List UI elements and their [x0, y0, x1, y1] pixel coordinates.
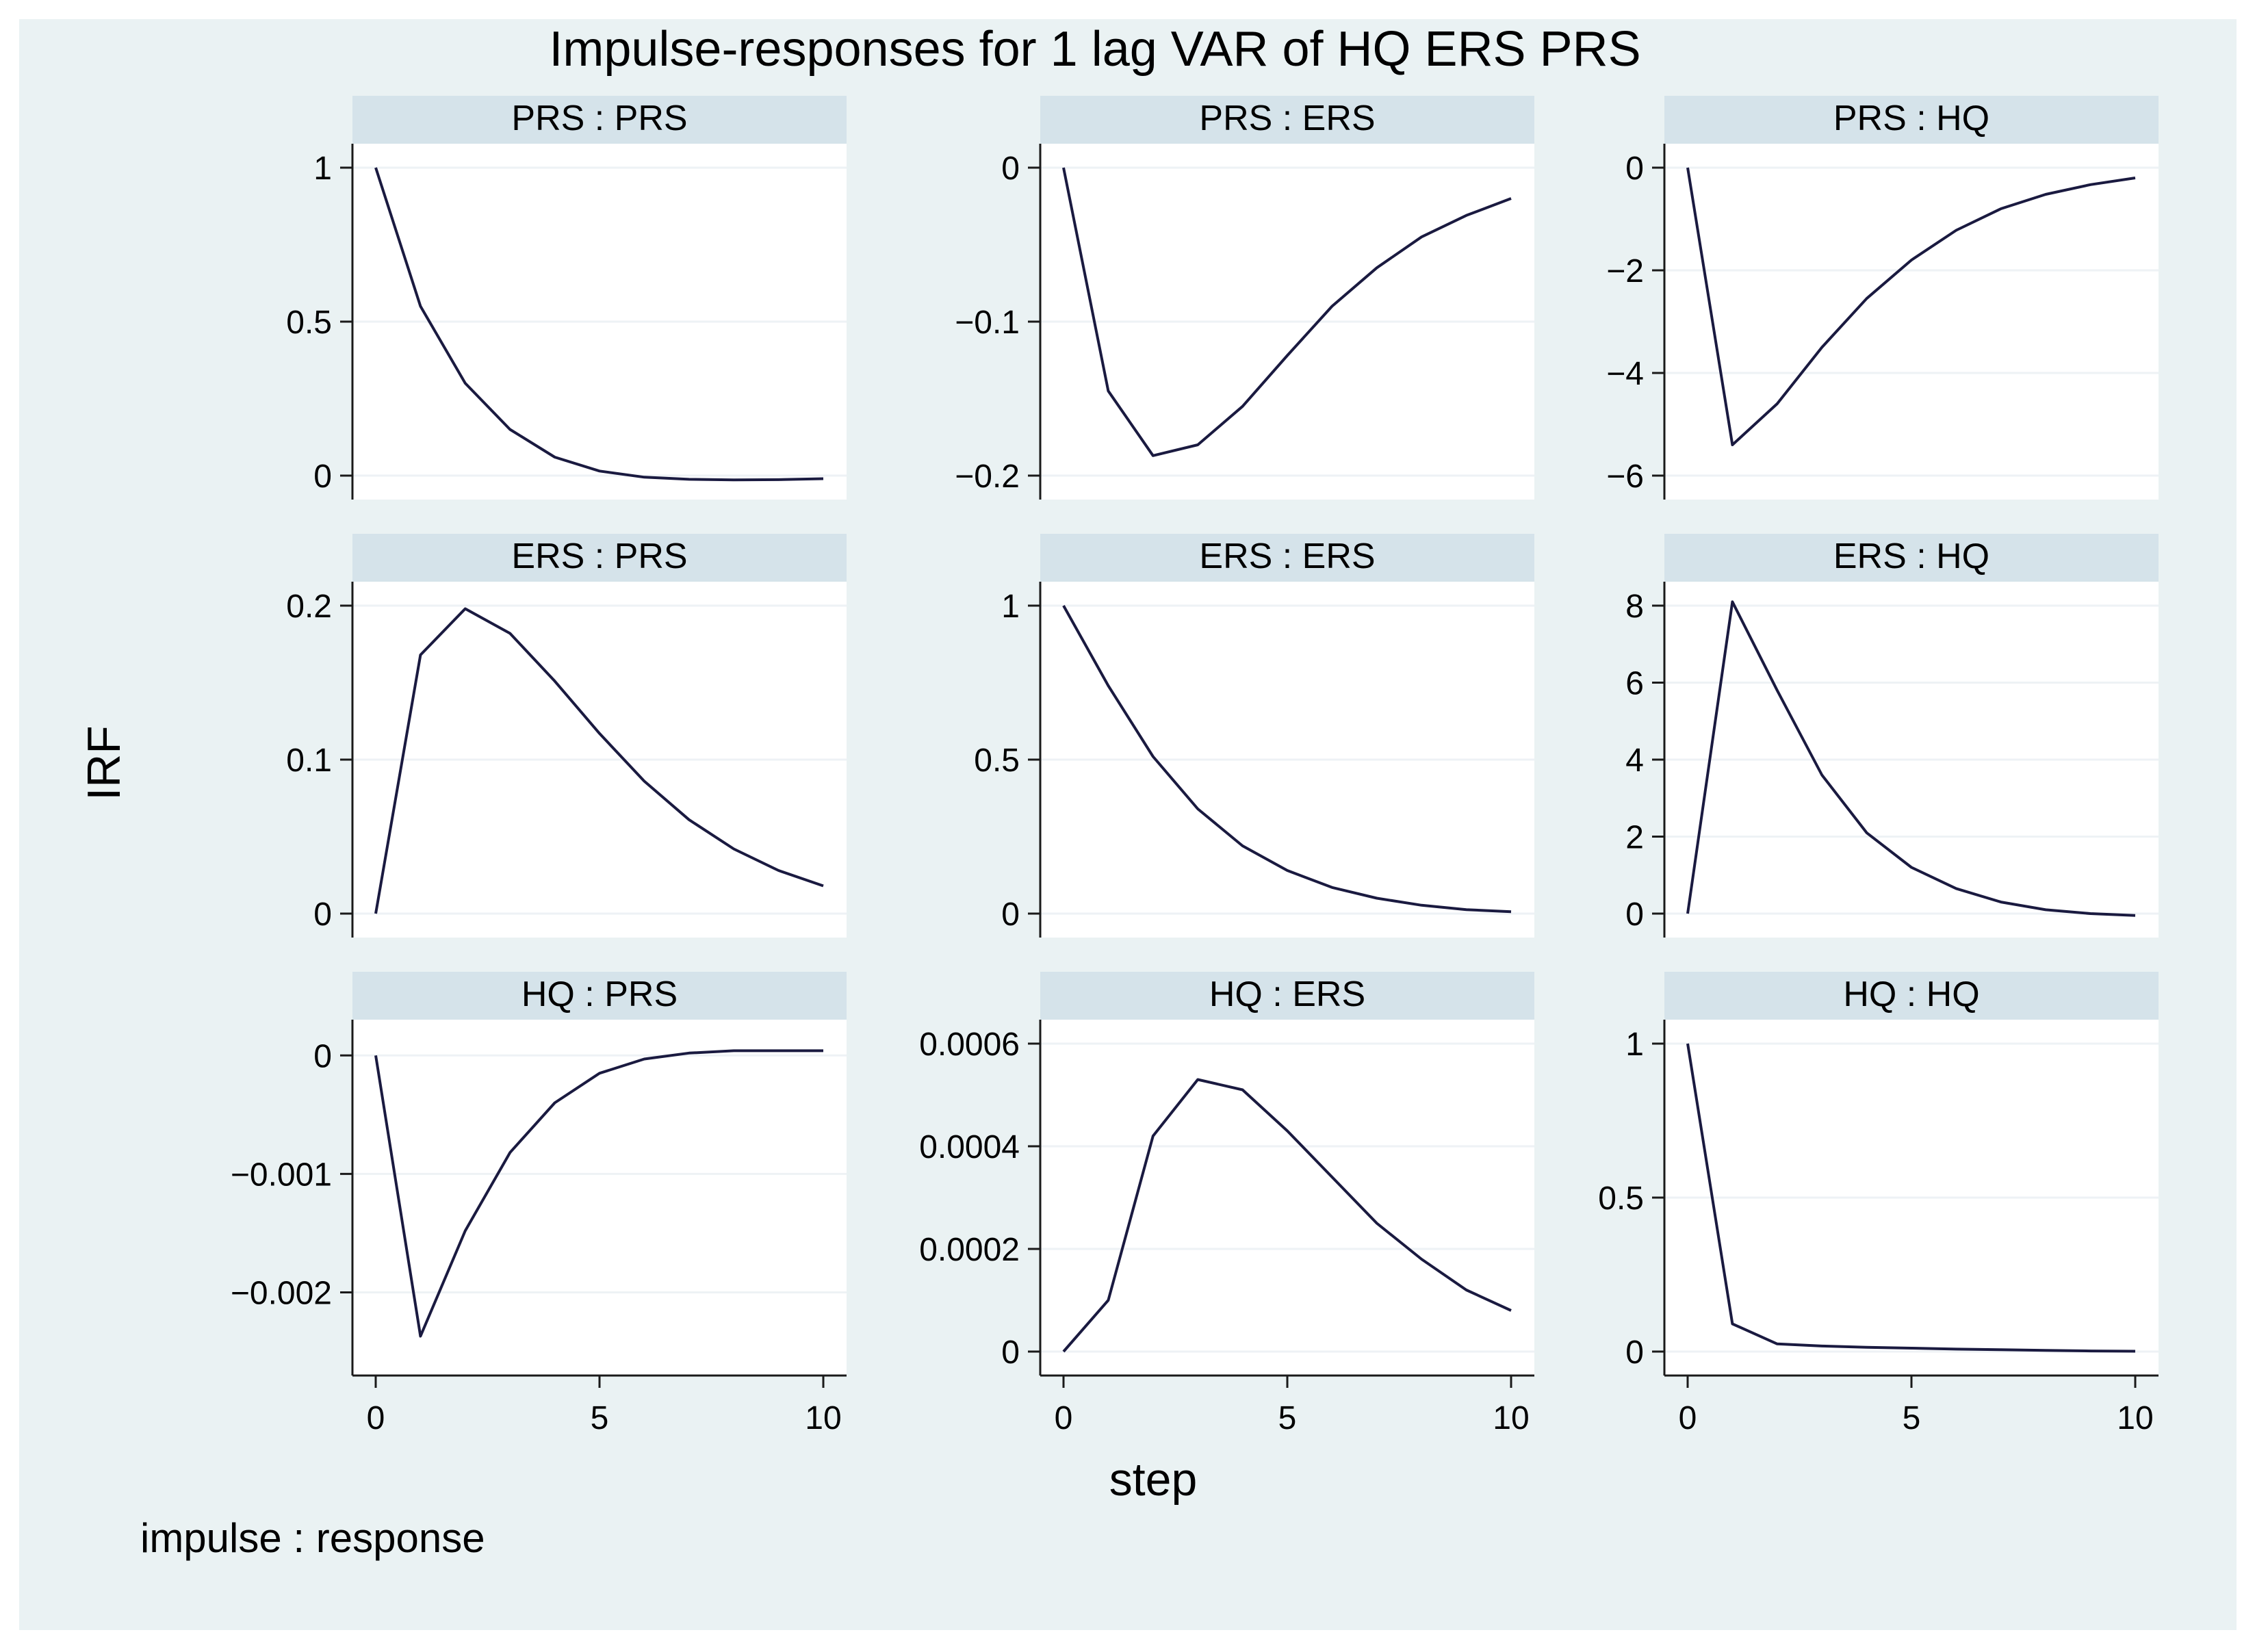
- panel-header: [1040, 972, 1534, 1020]
- panel-title: PRS : PRS: [511, 99, 687, 138]
- panel-hq-prs: HQ : PRS −0.002 −0.001 0 0 5 10: [231, 972, 847, 1436]
- figure-title: Impulse-responses for 1 lag VAR of HQ ER…: [549, 22, 1640, 77]
- panel-header: [1664, 972, 2159, 1020]
- y-tick-label: 0: [313, 459, 332, 495]
- y-tick-label: 1: [1625, 1027, 1644, 1063]
- x-axis-label: step: [1109, 1454, 1198, 1506]
- impulse-response-note: impulse : response: [140, 1515, 485, 1561]
- y-tick-label: −0.2: [955, 459, 1020, 495]
- y-tick-label: 8: [1625, 589, 1644, 625]
- panel-prs-ers: PRS : ERS −0.2 −0.1 0: [955, 96, 1534, 500]
- panel-title: ERS : HQ: [1833, 537, 1989, 576]
- panel-hq-ers: HQ : ERS 0 0.0002 0.0004 0.0006 0 5 10: [919, 972, 1534, 1436]
- y-tick-label: 0: [1001, 896, 1020, 933]
- y-tick-label: 0.0006: [919, 1027, 1020, 1063]
- panel-title: HQ : HQ: [1843, 975, 1979, 1014]
- y-tick-label: 0: [313, 1038, 332, 1074]
- panel-title: PRS : ERS: [1199, 99, 1375, 138]
- panel-header: [1664, 534, 2159, 582]
- panel-header: [352, 972, 847, 1020]
- irf-line: [1686, 167, 2136, 446]
- panel-header: [1040, 534, 1534, 582]
- irf-line: [1062, 605, 1512, 914]
- irf-line: [374, 607, 824, 914]
- panel-header: [352, 534, 847, 582]
- x-tick-label: 5: [1903, 1400, 1921, 1436]
- irf-line: [1062, 167, 1512, 457]
- y-tick-label: 0: [1001, 151, 1020, 187]
- irf-line: [1686, 1043, 2136, 1353]
- x-tick-label: 10: [1493, 1400, 1529, 1436]
- y-tick-label: 6: [1625, 666, 1644, 702]
- irf-line: [1062, 1078, 1512, 1353]
- y-tick-label: 0: [1625, 151, 1644, 187]
- y-tick-label: −0.1: [955, 305, 1020, 341]
- y-tick-label: 0.0004: [919, 1129, 1020, 1165]
- y-tick-label: 0: [1625, 896, 1644, 933]
- x-tick-label: 5: [1278, 1400, 1297, 1436]
- y-axis-label: IRF: [78, 725, 130, 801]
- y-tick-label: 1: [313, 151, 332, 187]
- y-tick-label: 2: [1625, 820, 1644, 856]
- panel-header: [352, 96, 847, 144]
- y-tick-label: 0: [1625, 1334, 1644, 1371]
- y-tick-label: 0.5: [286, 305, 332, 341]
- x-tick-label: 10: [2117, 1400, 2153, 1436]
- plot-area: [1664, 144, 2159, 500]
- panel-prs-prs: PRS : PRS 0 0.5 1: [286, 96, 847, 500]
- plot-area: [352, 1020, 847, 1376]
- y-tick-label: −6: [1606, 459, 1644, 495]
- x-tick-label: 0: [1679, 1400, 1697, 1436]
- panel-ers-hq: ERS : HQ 0 2 4 6 8: [1625, 534, 2159, 938]
- y-tick-label: 0.0002: [919, 1232, 1020, 1268]
- y-tick-label: 1: [1001, 589, 1020, 625]
- panel-ers-prs: ERS : PRS 0 0.1 0.2: [286, 534, 847, 938]
- panel-ers-ers: ERS : ERS 0 0.5 1: [974, 534, 1534, 938]
- irf-line: [1686, 600, 2136, 917]
- plot-area: [1040, 1020, 1534, 1376]
- x-tick-label: 5: [591, 1400, 609, 1436]
- y-tick-label: −4: [1606, 356, 1644, 392]
- panel-header: [1664, 96, 2159, 144]
- y-tick-label: 4: [1625, 743, 1644, 779]
- panel-title: PRS : HQ: [1833, 99, 1989, 138]
- panel-title: ERS : ERS: [1199, 537, 1375, 576]
- y-tick-label: 0.5: [1598, 1180, 1644, 1217]
- y-tick-label: −0.002: [231, 1275, 332, 1311]
- y-tick-label: 0.1: [286, 743, 332, 779]
- panel-header: [1040, 96, 1534, 144]
- x-tick-label: 0: [1055, 1400, 1073, 1436]
- y-tick-label: 0: [1001, 1334, 1020, 1371]
- y-tick-label: 0.2: [286, 589, 332, 625]
- irf-line: [374, 167, 824, 482]
- x-tick-label: 10: [805, 1400, 841, 1436]
- y-tick-label: 0: [313, 896, 332, 933]
- x-tick-label: 0: [367, 1400, 385, 1436]
- panel-title: HQ : ERS: [1209, 975, 1365, 1014]
- panel-title: ERS : PRS: [511, 537, 687, 576]
- panel-title: HQ : PRS: [521, 975, 678, 1014]
- y-tick-label: −2: [1606, 253, 1644, 289]
- panel-prs-hq: PRS : HQ −6 −4 −2 0: [1606, 96, 2159, 500]
- y-tick-label: 0.5: [974, 743, 1020, 779]
- y-tick-label: −0.001: [231, 1157, 332, 1193]
- irf-line: [374, 1049, 823, 1338]
